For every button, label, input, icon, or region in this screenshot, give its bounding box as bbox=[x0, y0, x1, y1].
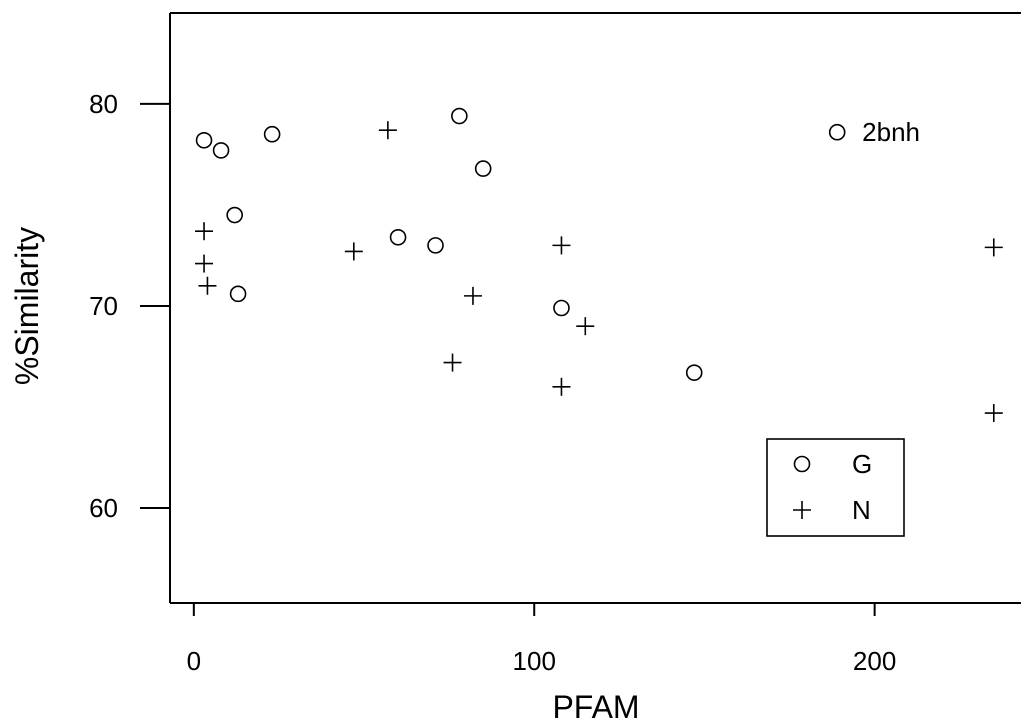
annotation-label: 2bnh bbox=[862, 117, 920, 147]
data-point-G bbox=[229, 285, 247, 303]
legend-label: N bbox=[852, 495, 871, 525]
plot-frame bbox=[169, 12, 1021, 604]
axes: 0 100 200 60 70 80 bbox=[89, 89, 896, 676]
data-point-G bbox=[195, 131, 213, 149]
data-point-G bbox=[427, 237, 444, 254]
data-point-N bbox=[195, 254, 214, 273]
data-point-N bbox=[195, 222, 214, 241]
data-point-N bbox=[984, 404, 1003, 423]
legend: GN bbox=[766, 438, 905, 537]
data-point-N bbox=[552, 377, 571, 396]
x-tick-label: 100 bbox=[513, 646, 556, 676]
legend-marker-N bbox=[793, 501, 811, 519]
y-tick-label: 80 bbox=[89, 89, 118, 119]
y-axis-label: %Similarity bbox=[9, 227, 45, 385]
data-point-N bbox=[984, 238, 1003, 257]
data-point-N bbox=[463, 286, 482, 305]
data-point-G bbox=[451, 107, 468, 125]
series-G bbox=[195, 107, 703, 381]
annotations: 2bnh bbox=[828, 117, 920, 147]
legend-marker-G bbox=[793, 455, 811, 473]
x-tick-label: 200 bbox=[853, 646, 896, 676]
data-point-N bbox=[344, 242, 363, 261]
data-marks bbox=[195, 107, 1003, 423]
data-point-G bbox=[212, 142, 230, 159]
y-tick-label: 70 bbox=[89, 291, 118, 321]
data-point-G bbox=[553, 299, 570, 317]
legend-box bbox=[766, 438, 905, 537]
data-point-G bbox=[263, 125, 281, 143]
y-tick-label: 60 bbox=[89, 493, 118, 523]
data-point-G bbox=[474, 160, 492, 177]
data-point-N bbox=[198, 276, 217, 295]
x-tick-label: 0 bbox=[187, 646, 201, 676]
data-point-N bbox=[552, 236, 571, 255]
annotation-point bbox=[828, 123, 846, 141]
data-point-G bbox=[685, 364, 703, 381]
x-axis-label: PFAM bbox=[552, 689, 639, 725]
legend-label: G bbox=[852, 449, 872, 479]
data-point-G bbox=[226, 206, 243, 224]
data-point-N bbox=[443, 353, 462, 372]
data-point-N bbox=[576, 317, 595, 336]
data-point-G bbox=[389, 228, 407, 246]
series-N bbox=[195, 121, 1003, 423]
data-point-N bbox=[378, 121, 397, 140]
